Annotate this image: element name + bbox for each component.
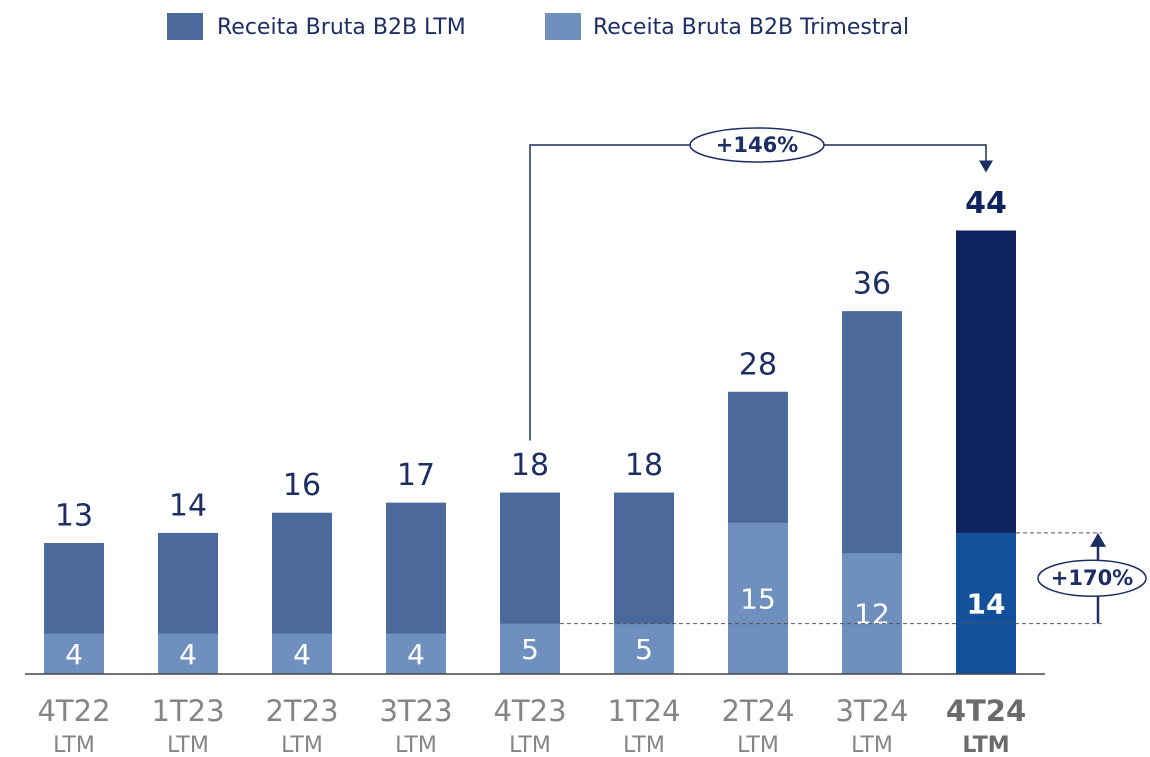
arrowhead [1090, 532, 1106, 547]
bar [158, 633, 218, 674]
bar [386, 633, 446, 674]
x-tick-label: LTM [395, 733, 437, 757]
x-tick-label: 1T24 [607, 694, 680, 728]
value-label: 16 [283, 468, 321, 503]
x-tick-label: LTM [167, 733, 209, 757]
x-tick-label: LTM [281, 733, 323, 757]
x-tick-label: 1T23 [151, 694, 224, 728]
value-label: 36 [853, 267, 891, 302]
arrowhead [979, 160, 993, 173]
value-label: 18 [511, 448, 549, 483]
value-label: 17 [397, 458, 435, 493]
x-tick-label: 2T24 [721, 694, 794, 728]
value-label: 14 [169, 488, 207, 523]
bar [956, 532, 1016, 674]
value-label: 5 [635, 633, 653, 666]
value-label: 4 [65, 638, 83, 671]
bar [272, 633, 332, 674]
value-label: 13 [55, 498, 93, 533]
bar [614, 623, 674, 674]
x-tick-label: LTM [737, 733, 779, 757]
x-tick-label: LTM [53, 733, 95, 757]
annotation-bubble [1037, 559, 1147, 597]
bar [728, 522, 788, 674]
value-label: 44 [965, 186, 1007, 221]
legend-swatch [545, 13, 581, 40]
legend: Receita Bruta B2B LTM Receita Bruta B2B … [167, 13, 909, 40]
legend-label: Receita Bruta B2B LTM [217, 15, 466, 40]
value-label: 28 [739, 347, 777, 382]
x-tick-label: LTM [623, 733, 665, 757]
x-tick-label: 3T24 [835, 694, 908, 728]
value-label: 4 [407, 638, 425, 671]
x-tick-label: 2T23 [265, 694, 338, 728]
legend-swatch [167, 13, 203, 40]
bar [842, 553, 902, 674]
x-tick-label: LTM [509, 733, 551, 757]
x-tick-label: LTM [962, 733, 1009, 757]
value-label: 4 [179, 638, 197, 671]
value-label: 14 [967, 587, 1006, 620]
x-tick-label: 3T23 [379, 694, 452, 728]
annotation: +146% [716, 133, 798, 157]
value-label: 15 [740, 582, 776, 615]
bar [44, 633, 104, 674]
value-label: 18 [625, 448, 663, 483]
annotation-bubble [689, 127, 825, 163]
x-tick-label: 4T22 [37, 694, 110, 728]
x-tick-label: 4T23 [493, 694, 566, 728]
value-label: 4 [293, 638, 311, 671]
bar [500, 623, 560, 674]
annotation: +170% [1051, 566, 1133, 590]
value-label: 12 [854, 598, 890, 631]
value-label: 5 [521, 633, 539, 666]
legend-label: Receita Bruta B2B Trimestral [593, 15, 909, 40]
x-tick-label: LTM [851, 733, 893, 757]
x-tick-label: 4T24 [946, 694, 1026, 728]
